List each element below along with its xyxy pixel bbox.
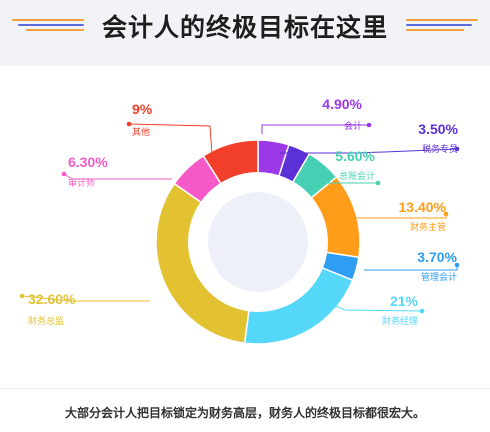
slice-value-label: 3.50%	[418, 121, 458, 137]
slice-value-label: 4.90%	[322, 96, 362, 112]
title-decoration-right	[398, 18, 478, 32]
slice-category-label: 财务经理	[382, 315, 418, 327]
leader-line-3	[304, 163, 378, 184]
leader-line-6	[326, 301, 423, 312]
leader-dot-8	[61, 171, 67, 177]
slice-category-label: 财务主管	[410, 221, 446, 233]
title-decoration-left	[12, 18, 92, 32]
donut-chart: 4.90% 会计 3.50% 税务专员 5.60% 总账会计 13.40% 财务主管 3.70%…	[19, 96, 460, 345]
leader-dot-1	[366, 122, 372, 128]
leader-line-8	[63, 173, 172, 180]
slice-category-label: 会计	[344, 120, 362, 132]
slice-category-label: 审计师	[68, 177, 95, 189]
slice-value-label: 3.70%	[417, 249, 457, 265]
donut-hole-center	[208, 192, 308, 292]
leader-line-7	[21, 295, 150, 302]
slice-value-label: 9%	[132, 101, 153, 117]
slice-value-label: 21%	[390, 293, 419, 309]
slice-category-label: 财务总监	[28, 315, 64, 327]
divider	[0, 388, 490, 389]
leader-line-5	[364, 265, 458, 271]
slice-value-label: 6.30%	[68, 154, 108, 170]
leader-dot-3	[375, 180, 381, 186]
leader-dot-7	[19, 293, 25, 299]
page-title: 会计人的终极目标在这里	[101, 13, 388, 42]
slice-category-label: 其他	[132, 126, 150, 138]
slice-category-label: 总账会计	[339, 170, 375, 182]
leader-line-2	[279, 148, 458, 154]
slice-value-label: 5.60%	[335, 148, 375, 164]
slice-labels: 4.90% 会计 3.50% 税务专员 5.60% 总账会计 13.40% 财务主管 3.70%…	[19, 96, 460, 327]
leader-dot-2	[454, 146, 460, 152]
leader-dot-6	[419, 308, 425, 314]
slice-category-label: 管理会计	[421, 271, 457, 283]
leader-line-9	[128, 123, 213, 155]
slice-value-label: 32.60%	[28, 291, 76, 307]
slice-category-label: 税务专员	[422, 143, 458, 155]
caption: 大部分会计人把目标锁定为财务高层，财务人的终极目标都很宏大。	[64, 406, 425, 420]
leader-dot-9	[126, 121, 132, 127]
slice-value-label: 13.40%	[399, 199, 447, 215]
leader-line-1	[261, 124, 369, 134]
leader-dot-4	[443, 211, 449, 217]
header-band	[0, 0, 490, 66]
leader-dot-5	[454, 262, 460, 268]
